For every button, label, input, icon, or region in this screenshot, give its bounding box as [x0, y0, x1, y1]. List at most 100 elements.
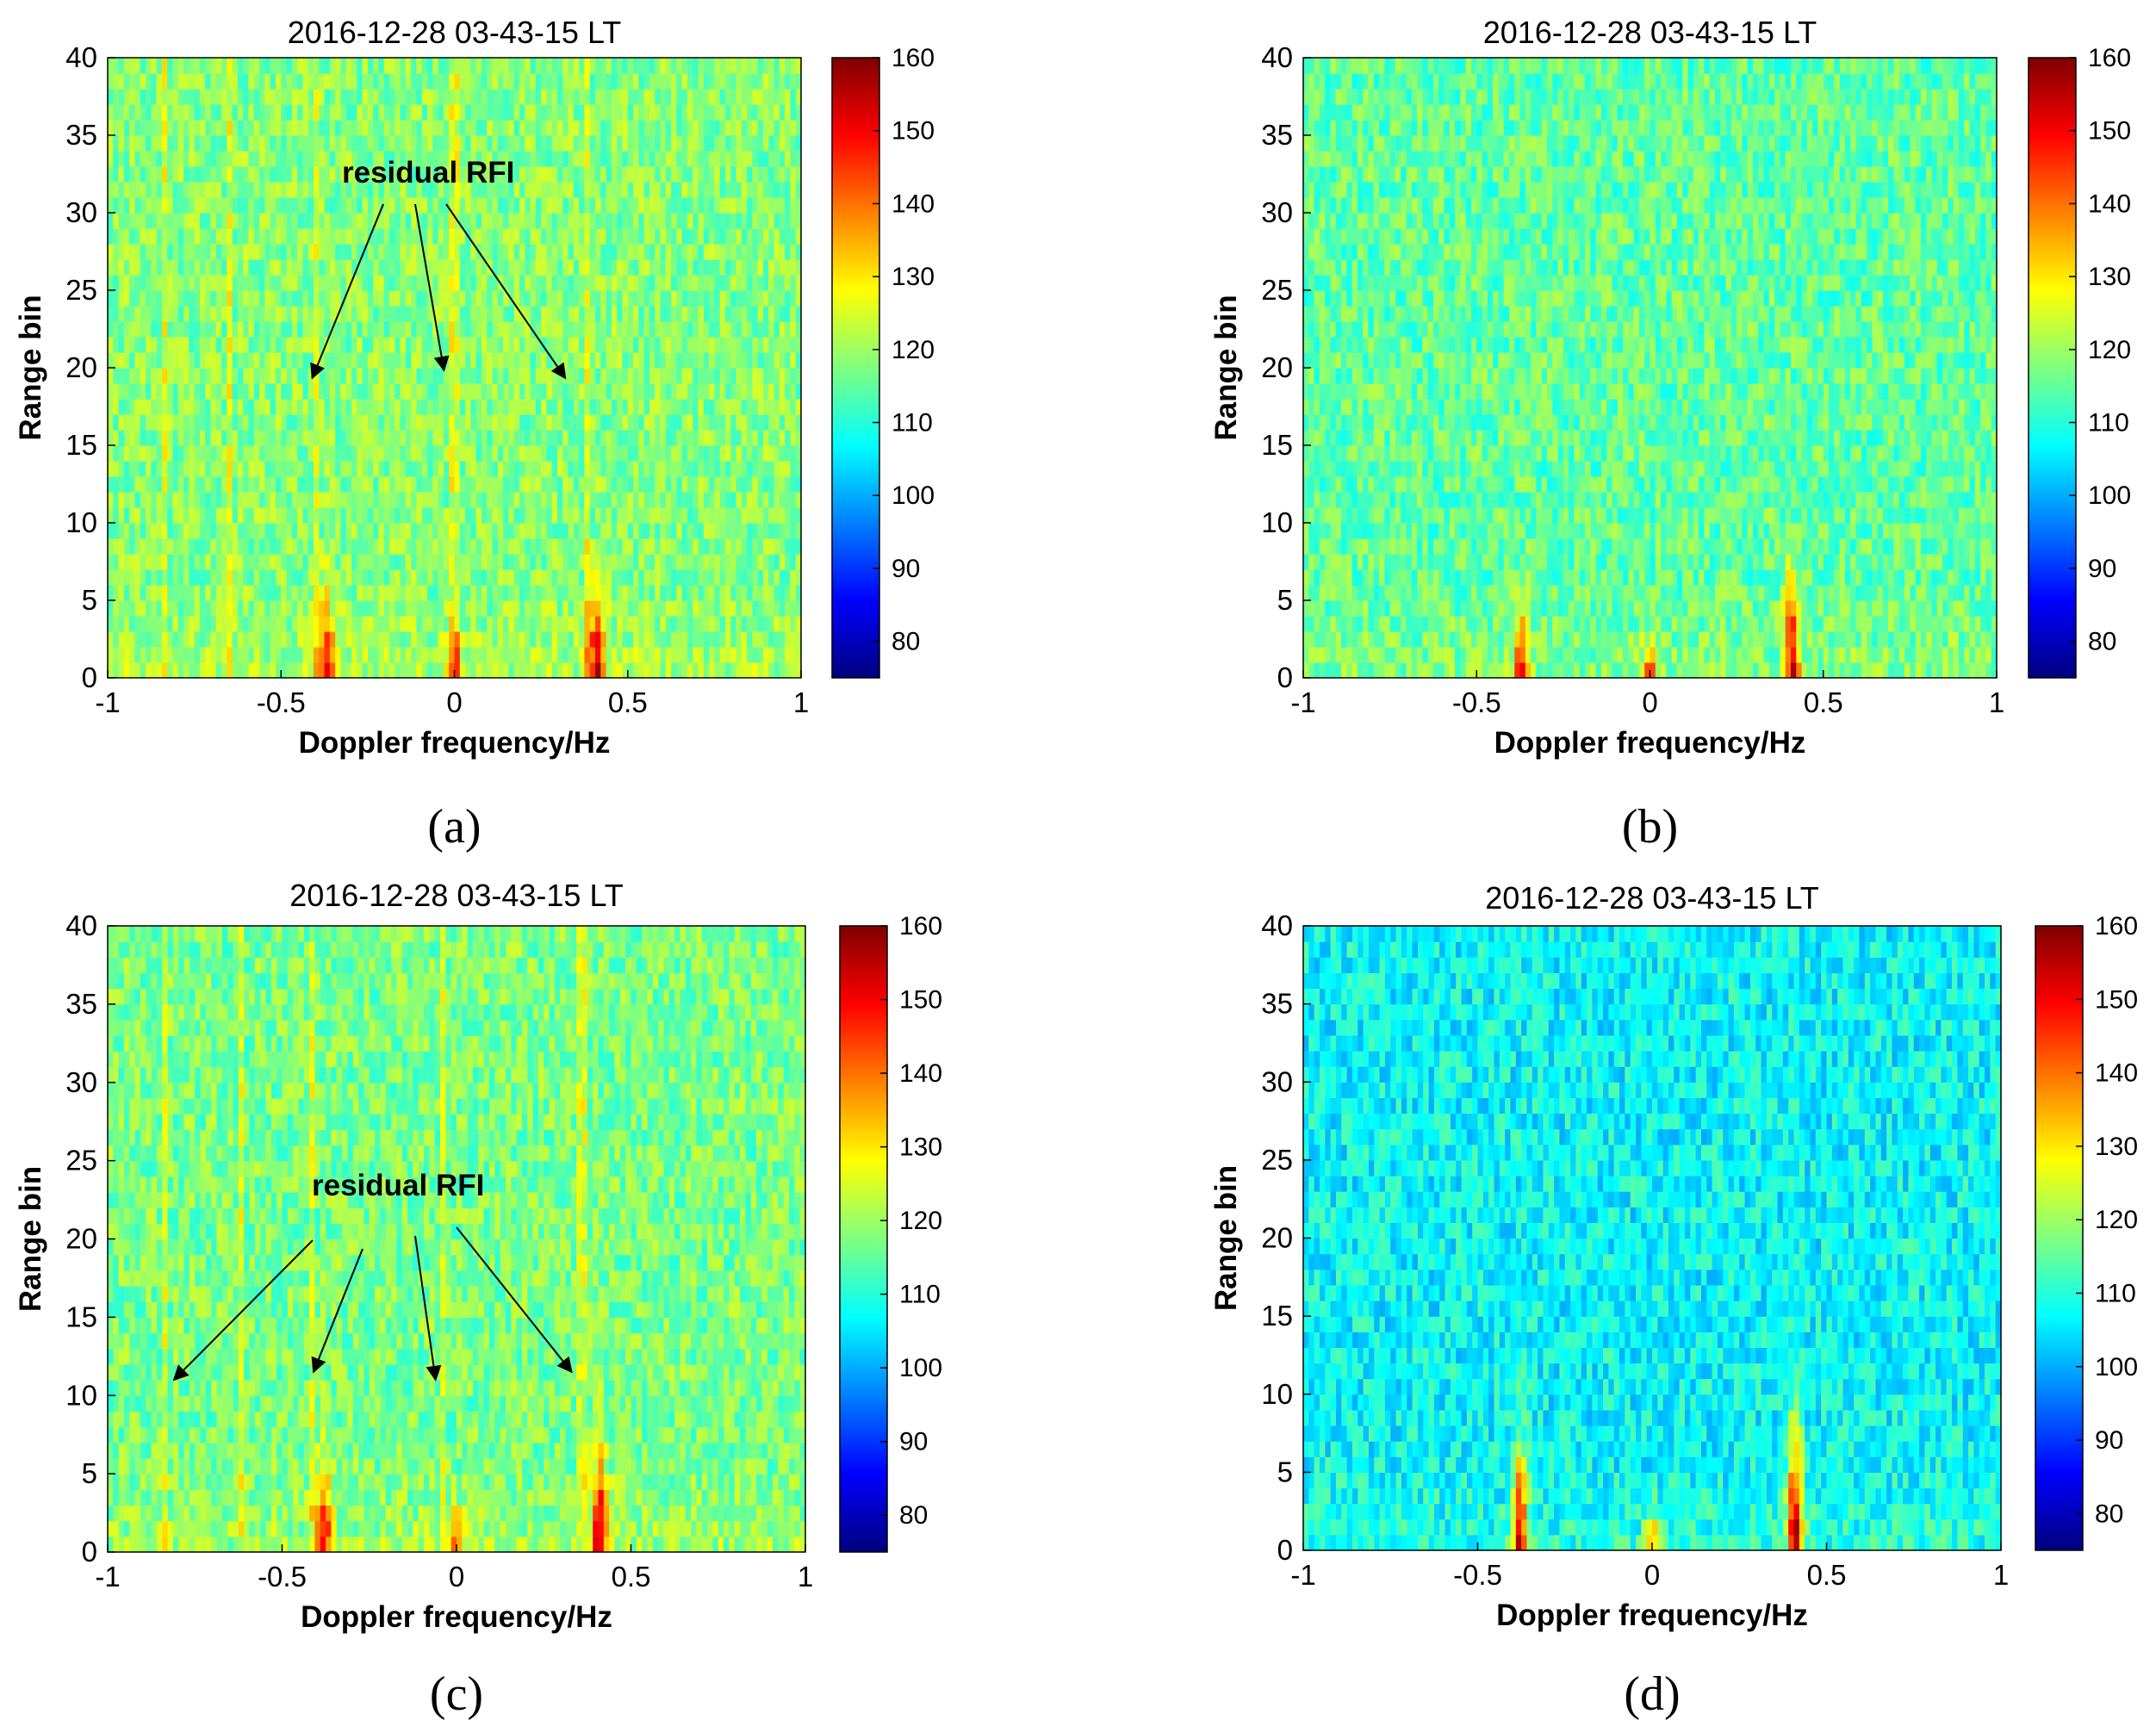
- heatmap-cell: [345, 585, 352, 601]
- heatmap-cell: [194, 538, 201, 555]
- heatmap-cell: [421, 306, 428, 322]
- heatmap-cell: [519, 414, 525, 431]
- heatmap-cell: [492, 383, 499, 400]
- heatmap-cell: [595, 445, 601, 462]
- heatmap-cell: [167, 647, 174, 663]
- heatmap-cell: [546, 259, 553, 276]
- heatmap-cell: [736, 585, 742, 601]
- heatmap-cell: [151, 120, 158, 136]
- heatmap-cell: [140, 228, 146, 245]
- heatmap-cell: [562, 461, 569, 477]
- heatmap-cell: [671, 399, 677, 415]
- heatmap-cell: [432, 430, 439, 446]
- heatmap-cell: [335, 197, 342, 214]
- heatmap-cell: [345, 104, 352, 121]
- heatmap-cell: [475, 213, 482, 229]
- heatmap-cell: [541, 616, 548, 632]
- heatmap-cell: [232, 662, 239, 679]
- heatmap-cell: [671, 89, 677, 105]
- heatmap-cell: [785, 151, 792, 167]
- heatmap-cell: [747, 538, 753, 555]
- heatmap-cell: [551, 399, 558, 415]
- heatmap-cell: [345, 213, 352, 229]
- heatmap-cell: [487, 554, 494, 570]
- heatmap-cell: [513, 507, 520, 524]
- heatmap-cell: [535, 430, 542, 446]
- heatmap-cell: [156, 430, 163, 446]
- heatmap-cell: [129, 476, 136, 493]
- heatmap-cell: [291, 290, 298, 307]
- heatmap-cell: [790, 538, 797, 555]
- heatmap-cell: [351, 120, 357, 136]
- heatmap-cell: [606, 523, 612, 539]
- heatmap-cell: [589, 631, 596, 648]
- heatmap-cell: [297, 585, 304, 601]
- heatmap-cell: [617, 476, 624, 493]
- heatmap-cell: [243, 600, 250, 617]
- heatmap-cell: [140, 616, 146, 632]
- heatmap-cell: [551, 244, 558, 260]
- heatmap-cell: [513, 352, 520, 369]
- heatmap-cell: [210, 259, 217, 276]
- heatmap-cell: [595, 461, 601, 477]
- heatmap-cell: [741, 492, 748, 508]
- heatmap-cell: [335, 600, 342, 617]
- heatmap-cell: [681, 523, 688, 539]
- heatmap-cell: [329, 73, 336, 90]
- heatmap-cell: [297, 399, 304, 415]
- heatmap-cell: [573, 104, 580, 121]
- heatmap-cell: [275, 507, 282, 524]
- heatmap-cell: [383, 120, 390, 136]
- heatmap-cell: [308, 476, 314, 493]
- heatmap-cell: [525, 569, 531, 586]
- heatmap-cell: [129, 600, 136, 617]
- heatmap-cell: [752, 306, 759, 322]
- heatmap-cell: [795, 306, 802, 322]
- heatmap-cell: [373, 585, 380, 601]
- heatmap-cell: [665, 197, 672, 214]
- heatmap-cell: [308, 616, 314, 632]
- heatmap-cell: [259, 585, 265, 601]
- heatmap-cell: [757, 368, 764, 384]
- heatmap-cell: [227, 368, 233, 384]
- heatmap-cell: [459, 120, 466, 136]
- heatmap-cell: [589, 554, 596, 570]
- heatmap-cell: [768, 337, 775, 353]
- heatmap-cell: [492, 306, 499, 322]
- heatmap-cell: [221, 104, 227, 121]
- heatmap-cell: [123, 89, 130, 105]
- heatmap-cell: [351, 368, 357, 384]
- heatmap-cell: [747, 616, 753, 632]
- heatmap-cell: [146, 383, 152, 400]
- heatmap-cell: [724, 523, 731, 539]
- heatmap-cell: [730, 616, 737, 632]
- heatmap-cell: [345, 662, 352, 679]
- heatmap-cell: [519, 228, 525, 245]
- heatmap-cell: [302, 337, 309, 353]
- heatmap-cell: [709, 523, 715, 539]
- heatmap-cell: [232, 585, 239, 601]
- heatmap-cell: [606, 151, 612, 167]
- heatmap-cell: [454, 89, 461, 105]
- heatmap-cell: [335, 383, 342, 400]
- heatmap-cell: [161, 244, 168, 260]
- heatmap-cell: [633, 368, 639, 384]
- heatmap-cell: [568, 352, 575, 369]
- heatmap-cell: [454, 399, 461, 415]
- heatmap-cell: [606, 104, 612, 121]
- heatmap-cell: [367, 647, 374, 663]
- heatmap-cell: [286, 213, 293, 229]
- heatmap-cell: [627, 600, 634, 617]
- heatmap-cell: [573, 182, 580, 198]
- heatmap-cell: [643, 585, 650, 601]
- heatmap-cell: [655, 306, 662, 322]
- heatmap-cell: [345, 616, 352, 632]
- heatmap-cell: [556, 244, 563, 260]
- heatmap-cell: [736, 399, 742, 415]
- heatmap-cell: [243, 275, 250, 291]
- heatmap-cell: [189, 600, 196, 617]
- heatmap-cell: [378, 662, 385, 679]
- heatmap-cell: [443, 383, 450, 400]
- heatmap-cell: [546, 182, 553, 198]
- heatmap-cell: [259, 120, 265, 136]
